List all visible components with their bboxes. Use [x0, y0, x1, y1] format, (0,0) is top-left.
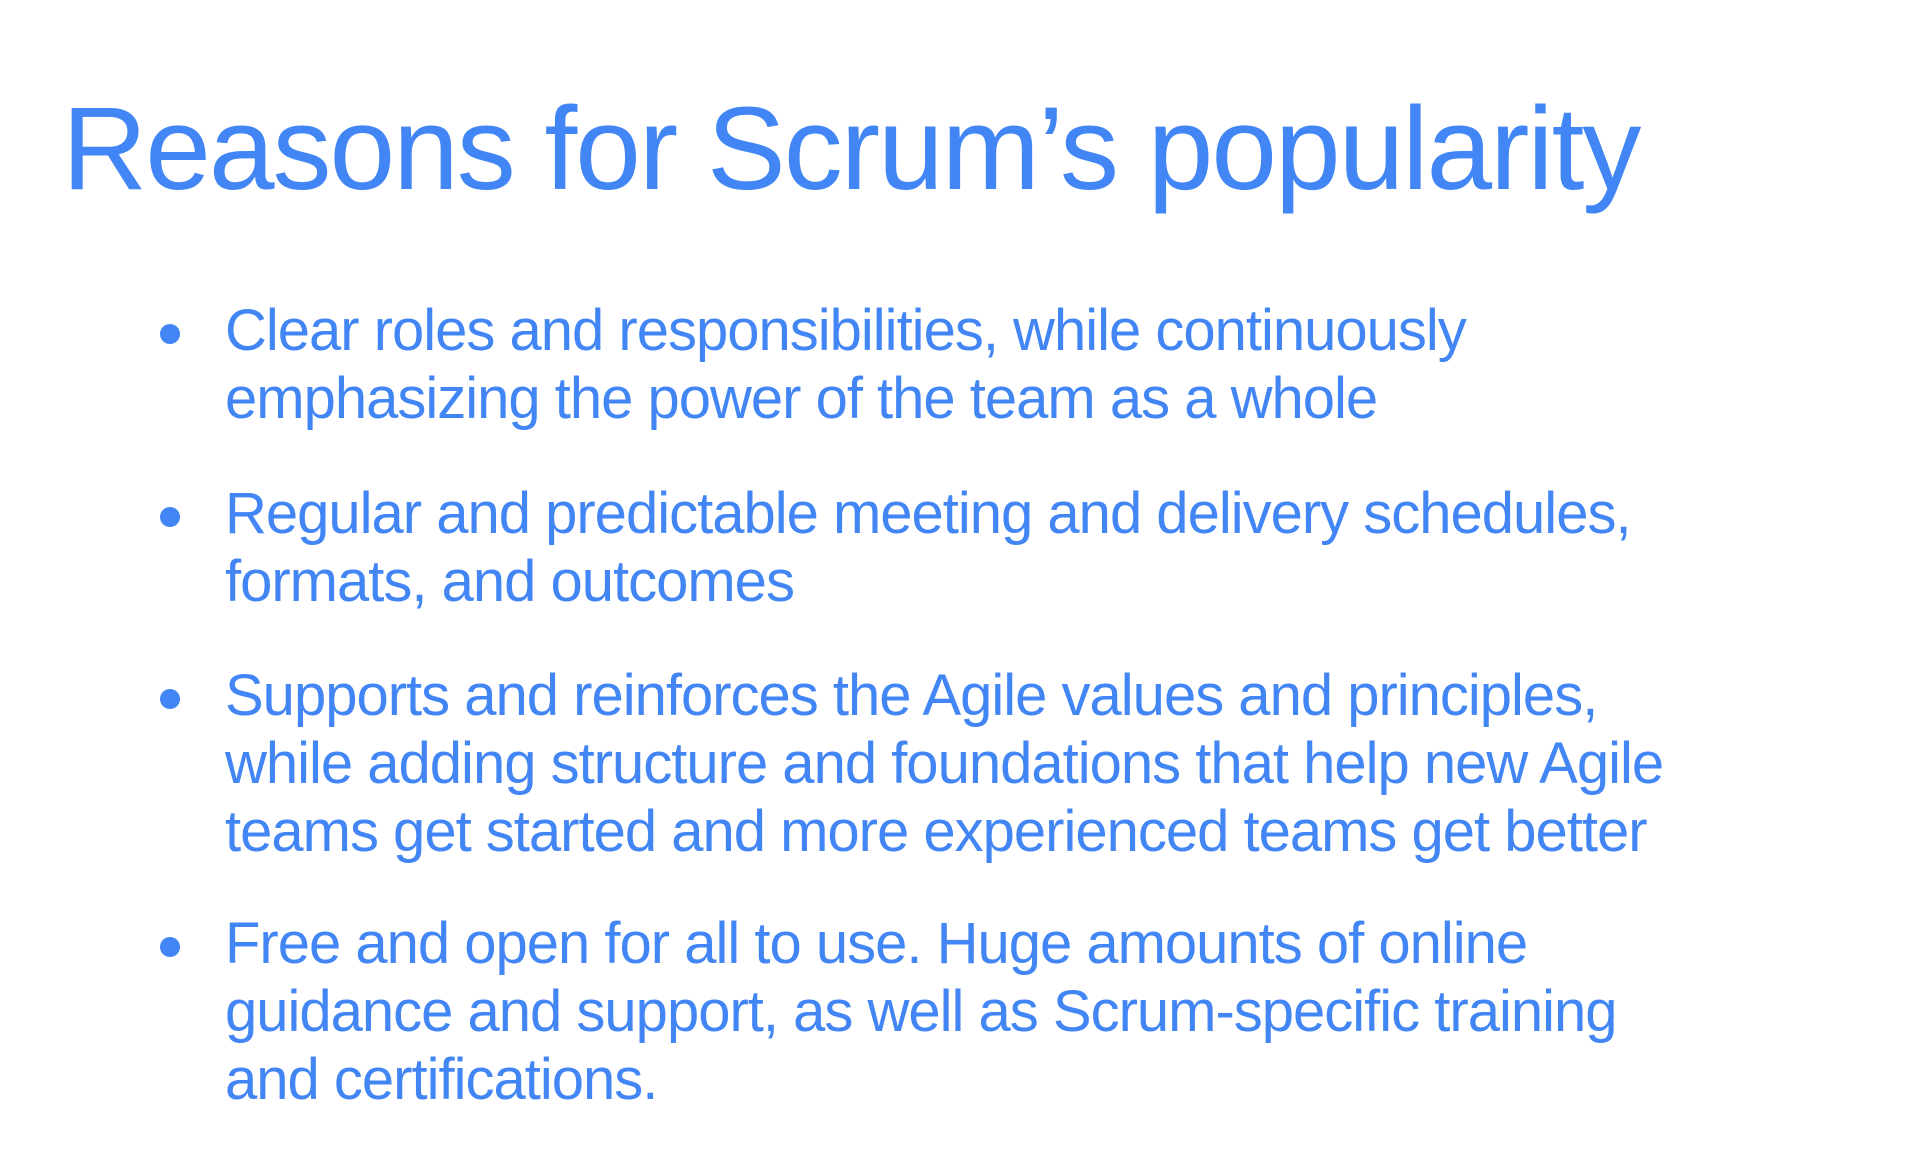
bullet-icon — [160, 324, 180, 344]
bullet-icon — [160, 507, 180, 527]
bullet-text: Clear roles and responsibilities, while … — [225, 298, 1467, 431]
bullet-icon — [160, 937, 180, 957]
list-item: Free and open for all to use. Huge amoun… — [160, 910, 1860, 1114]
bullet-icon — [160, 689, 180, 709]
bullet-text: Regular and predictable meeting and deli… — [225, 481, 1632, 614]
list-item: Regular and predictable meeting and deli… — [160, 480, 1860, 616]
bullet-text: Supports and reinforces the Agile values… — [225, 663, 1664, 864]
slide-title: Reasons for Scrum’s popularity — [62, 83, 1641, 215]
bullet-text: Free and open for all to use. Huge amoun… — [225, 911, 1618, 1112]
list-item: Supports and reinforces the Agile values… — [160, 662, 1860, 866]
list-item: Clear roles and responsibilities, while … — [160, 297, 1860, 433]
